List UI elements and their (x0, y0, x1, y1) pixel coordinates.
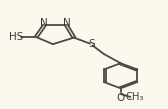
Text: HS: HS (9, 32, 23, 42)
Text: N: N (40, 18, 48, 28)
Text: N: N (63, 18, 71, 28)
Text: S: S (88, 39, 95, 49)
Text: CH₃: CH₃ (125, 92, 144, 102)
Text: O: O (116, 93, 125, 103)
